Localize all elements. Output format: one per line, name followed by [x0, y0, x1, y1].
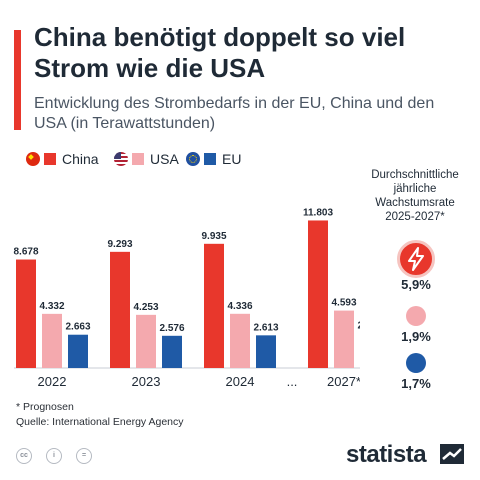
- bar-china-0: [16, 259, 36, 368]
- bar-value-label: 4.332: [39, 301, 64, 312]
- x-tick-label: 2023: [132, 374, 161, 389]
- chart-subtitle: Entwicklung des Strombedarfs in der EU, …: [34, 95, 435, 132]
- bar-value-label: 4.253: [133, 302, 158, 313]
- bar-value-label: 8.678: [13, 247, 38, 258]
- legend-label-eu: EU: [222, 151, 242, 167]
- usa-growth-dot: [406, 306, 426, 326]
- growth-rate-title: Durchschnittliche jährliche Wachstumsrat…: [371, 169, 459, 223]
- bar-eu-2: [256, 335, 276, 368]
- bar-usa-0: [42, 313, 62, 368]
- legend-label-usa: USA: [150, 151, 179, 167]
- source: Quelle: International Energy Agency: [16, 416, 184, 428]
- bar-eu-0: [68, 334, 88, 368]
- attribution-icon[interactable]: i: [46, 448, 62, 464]
- bar-value-label: 4.593: [331, 298, 356, 309]
- bar-usa-3: [334, 310, 354, 368]
- statista-logo[interactable]: statista: [346, 441, 427, 468]
- bar-value-label: 2.613: [253, 322, 278, 333]
- legend-label-china: China: [62, 151, 99, 167]
- china-growth-lightning-icon: [397, 240, 435, 278]
- legend-item-eu: EU: [186, 150, 241, 168]
- cc-license-icon[interactable]: cc: [16, 448, 32, 464]
- legend-swatch-china: [44, 153, 56, 165]
- bar-value-label: 9.293: [107, 239, 132, 250]
- x-tick-label: 2022: [38, 374, 67, 389]
- eu-flag-icon: [186, 152, 200, 166]
- bar-usa-1: [136, 314, 156, 368]
- eu-growth-dot: [406, 353, 426, 373]
- chart-title: China benötigt doppelt so viel Strom wie…: [34, 22, 406, 83]
- bar-value-label: 11.803: [303, 207, 333, 218]
- bar-value-label: 2.576: [159, 323, 184, 334]
- growth-rate-china: 5,9%: [401, 277, 431, 292]
- china-flag-icon: [26, 152, 40, 166]
- statista-logo-icon: [440, 444, 464, 464]
- legend-swatch-usa: [132, 153, 144, 165]
- bar-value-label: 2.663: [65, 322, 90, 333]
- usa-flag-icon: [114, 152, 128, 166]
- bar-eu-1: [162, 335, 182, 368]
- no-derivatives-icon[interactable]: =: [76, 448, 92, 464]
- bar-usa-2: [230, 313, 250, 368]
- growth-rate-eu: 1,7%: [401, 376, 431, 391]
- axis-gap-marker: ...: [287, 374, 298, 389]
- bar-value-label: 2.752: [357, 321, 360, 332]
- accent-bar: [14, 30, 21, 130]
- x-tick-label: 2024: [226, 374, 255, 389]
- legend-swatch-eu: [204, 153, 216, 165]
- x-tick-label: 2027*: [327, 374, 360, 389]
- bar-china-2: [204, 243, 224, 368]
- footnote: * Prognosen: [16, 401, 74, 413]
- bar-value-label: 4.336: [227, 301, 252, 312]
- growth-rate-usa: 1,9%: [401, 329, 431, 344]
- bar-china-1: [110, 251, 130, 368]
- bar-china-3: [308, 220, 328, 368]
- legend-item-china: China: [26, 150, 99, 168]
- bar-value-label: 9.935: [201, 231, 226, 242]
- legend-item-usa: USA: [114, 150, 179, 168]
